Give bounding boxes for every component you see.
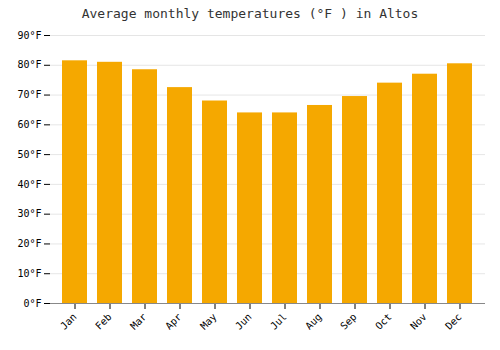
svg-text:40°F: 40°F — [17, 179, 41, 190]
svg-text:Aug: Aug — [303, 311, 324, 332]
html-text:Average monthly temperatures (: Average monthly temperatures (°F ) in Al… — [81, 6, 419, 21]
svg-text:Sep: Sep — [338, 311, 359, 332]
svg-text:Mar: Mar — [128, 311, 149, 332]
svg-text:70°F: 70°F — [17, 89, 41, 100]
svg-text:May: May — [198, 311, 219, 332]
svg-text:Feb: Feb — [93, 311, 114, 332]
svg-text:20°F: 20°F — [17, 238, 41, 249]
svg-text:Jun: Jun — [233, 311, 254, 332]
svg-text:Dec: Dec — [443, 311, 464, 332]
svg-text:Jan: Jan — [58, 311, 79, 332]
svg-text:90°F: 90°F — [17, 30, 41, 41]
svg-text:80°F: 80°F — [17, 59, 41, 70]
svg-text:10°F: 10°F — [17, 268, 41, 279]
svg-text:50°F: 50°F — [17, 149, 41, 160]
svg-text:Jul: Jul — [268, 311, 289, 332]
svg-text:30°F: 30°F — [17, 208, 41, 219]
svg-text:Apr: Apr — [163, 311, 184, 332]
svg-text:Oct: Oct — [373, 311, 394, 332]
svg-text:0°F: 0°F — [23, 298, 41, 309]
svg-text:Nov: Nov — [408, 311, 429, 332]
svg-text:60°F: 60°F — [17, 119, 41, 130]
